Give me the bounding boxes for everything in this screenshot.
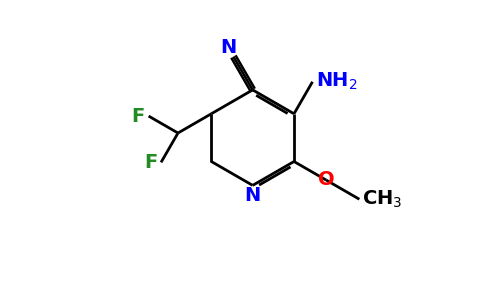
Text: NH$_2$: NH$_2$ bbox=[316, 71, 357, 92]
Text: CH$_3$: CH$_3$ bbox=[362, 189, 402, 210]
Text: N: N bbox=[220, 38, 236, 57]
Text: O: O bbox=[318, 170, 335, 190]
Text: F: F bbox=[132, 106, 145, 126]
Text: N: N bbox=[244, 186, 261, 205]
Text: F: F bbox=[144, 153, 157, 172]
